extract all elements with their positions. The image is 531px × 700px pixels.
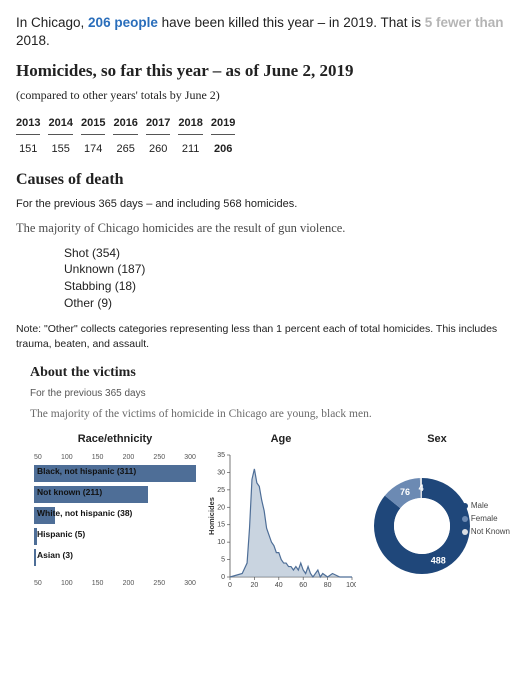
year-header: 2019 xyxy=(211,116,235,133)
year-value: 155 xyxy=(48,138,72,157)
svg-text:20: 20 xyxy=(217,504,225,511)
intro-text: In Chicago, 206 people have been killed … xyxy=(16,14,515,50)
intro-suffix: 2018. xyxy=(16,33,50,48)
svg-text:Homicides: Homicides xyxy=(207,497,216,535)
svg-text:25: 25 xyxy=(217,487,225,494)
year-header: 2014 xyxy=(48,116,72,133)
race-chart-col: Race/ethnicity 50100150200250300 Black, … xyxy=(30,432,200,591)
svg-text:60: 60 xyxy=(299,582,307,589)
svg-text:0: 0 xyxy=(228,582,232,589)
age-chart-col: Age 0 5 10 15 20 25 30 35 0 20 40 60 80 100 Homicides xyxy=(206,432,356,591)
intro-diff: 5 fewer than xyxy=(425,15,504,30)
race-chart: 50100150200250300 Black, not hispanic (3… xyxy=(30,451,200,591)
svg-text:100: 100 xyxy=(346,582,356,589)
svg-text:35: 35 xyxy=(217,452,225,459)
year-value: 260 xyxy=(146,138,170,157)
age-chart-title: Age xyxy=(271,432,292,447)
svg-text:10: 10 xyxy=(217,539,225,546)
bar-row: White, not hispanic (38) xyxy=(34,507,196,524)
cause-item: Shot (354) xyxy=(64,245,515,262)
bar-row: Hispanic (5) xyxy=(34,528,196,545)
svg-text:15: 15 xyxy=(217,522,225,529)
year-header: 2017 xyxy=(146,116,170,133)
intro-mid: have been killed this year – in 2019. Th… xyxy=(158,15,425,30)
year-header: 2018 xyxy=(178,116,202,133)
year-table: 2013 2014 2015 2016 2017 2018 2019 151 155 174 26… xyxy=(8,114,243,160)
causes-summary: The majority of Chicago homicides are th… xyxy=(16,220,515,237)
year-header: 2016 xyxy=(113,116,137,133)
causes-header: Causes of death xyxy=(16,169,515,191)
year-value: 265 xyxy=(113,138,137,157)
victims-sub: For the previous 365 days xyxy=(30,387,515,401)
svg-text:0: 0 xyxy=(221,574,225,581)
bar-row: Black, not hispanic (311) xyxy=(34,465,196,482)
bar-row: Not known (211) xyxy=(34,486,196,503)
cause-item: Stabbing (18) xyxy=(64,278,515,295)
intro-count: 206 people xyxy=(88,15,158,30)
svg-text:4: 4 xyxy=(419,483,424,493)
bar-label: Hispanic (5) xyxy=(37,529,85,540)
bar-label: Black, not hispanic (311) xyxy=(37,466,136,477)
sex-legend: Male Female Not Known xyxy=(462,501,510,539)
other-note: Note: "Other" collects categories repres… xyxy=(16,322,515,352)
race-chart-title: Race/ethnicity xyxy=(78,432,153,447)
year-header: 2015 xyxy=(81,116,105,133)
svg-text:5: 5 xyxy=(221,557,225,564)
cause-item: Other (9) xyxy=(64,295,515,312)
year-value: 174 xyxy=(81,138,105,157)
charts-row: Race/ethnicity 50100150200250300 Black, … xyxy=(30,432,515,591)
bar-label: Asian (3) xyxy=(37,550,73,561)
homicides-header: Homicides, so far this year – as of June… xyxy=(16,60,515,83)
compared-line: (compared to other years' totals by June… xyxy=(16,87,515,103)
bar-row: Asian (3) xyxy=(34,549,196,566)
intro-prefix: In Chicago, xyxy=(16,15,88,30)
victims-header: About the victims xyxy=(30,364,515,383)
year-value: 211 xyxy=(178,138,202,157)
sex-chart-col: Sex 488 76 4 Male Female Not Known xyxy=(362,432,512,591)
bar-label: White, not hispanic (38) xyxy=(37,508,132,519)
cause-item: Unknown (187) xyxy=(64,261,515,278)
svg-text:76: 76 xyxy=(400,487,410,497)
sex-chart: 488 76 4 Male Female Not Known xyxy=(362,451,512,591)
bar-fill xyxy=(34,549,36,566)
svg-text:40: 40 xyxy=(275,582,283,589)
cause-list: Shot (354)Unknown (187)Stabbing (18)Othe… xyxy=(64,245,515,312)
age-chart: 0 5 10 15 20 25 30 35 0 20 40 60 80 100 Homicides xyxy=(206,451,356,591)
bar-label: Not known (211) xyxy=(37,487,102,498)
legend-item: Male xyxy=(462,501,510,512)
legend-item: Female xyxy=(462,514,510,525)
svg-text:30: 30 xyxy=(217,469,225,476)
svg-text:80: 80 xyxy=(324,582,332,589)
svg-text:20: 20 xyxy=(251,582,259,589)
year-value: 151 xyxy=(16,138,40,157)
legend-item: Not Known xyxy=(462,527,510,538)
causes-subnote: For the previous 365 days – and includin… xyxy=(16,197,515,212)
sex-chart-title: Sex xyxy=(427,432,447,447)
svg-text:488: 488 xyxy=(431,555,446,565)
victims-summary: The majority of the victims of homicide … xyxy=(30,407,515,423)
year-header: 2013 xyxy=(16,116,40,133)
year-value: 206 xyxy=(211,138,235,157)
